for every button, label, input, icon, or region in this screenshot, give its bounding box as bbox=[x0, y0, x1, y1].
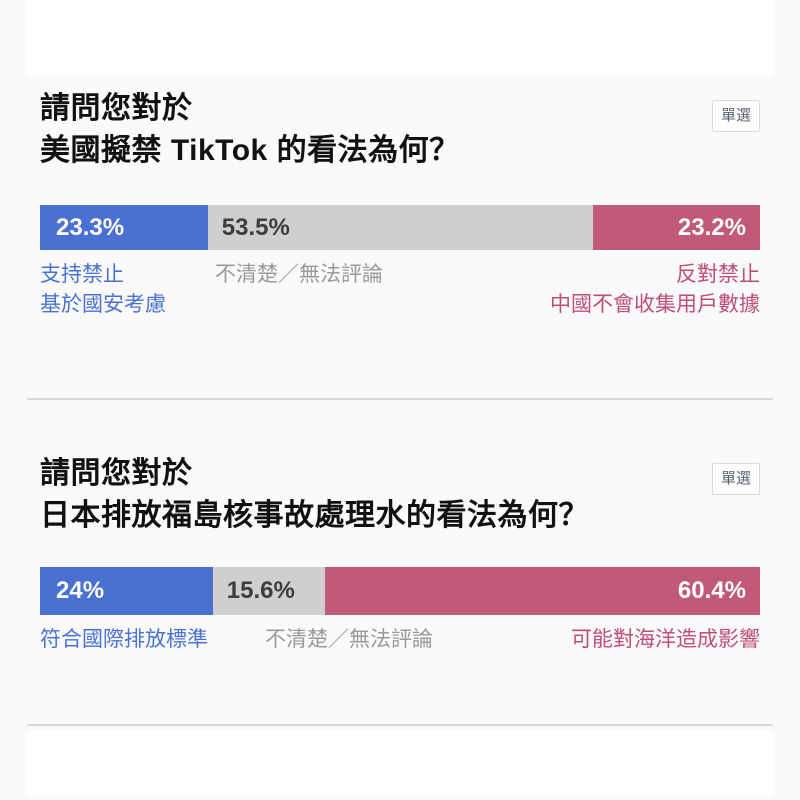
question-line-1: 請問您對於 bbox=[40, 457, 193, 490]
question-line-1: 請問您對於 bbox=[40, 92, 193, 125]
bar-segment-unsure: 15.6% bbox=[212, 567, 326, 615]
option-label-oppose: 反對禁止 中國不會收集用戶數據 bbox=[550, 260, 760, 320]
poll-section-fukushima-water: 單選 請問您對於 日本排放福島核事故處理水的看法為何？ 24% 15.6% 60… bbox=[40, 453, 760, 693]
poll-question: 請問您對於 日本排放福島核事故處理水的看法為何？ bbox=[40, 453, 760, 537]
bar-segment-meets-standards: 24% bbox=[40, 567, 213, 615]
bar-segment-oppose-ban: 23.2% bbox=[592, 205, 760, 250]
question-line-2: 日本排放福島核事故處理水的看法為何？ bbox=[40, 499, 589, 532]
segment-percent: 23.3% bbox=[56, 213, 125, 241]
option-label-line: 反對禁止 bbox=[676, 263, 760, 286]
segment-percent: 24% bbox=[56, 577, 105, 604]
option-label-unsure: 不清楚／無法評論 bbox=[265, 628, 433, 651]
section-divider bbox=[27, 398, 773, 400]
option-label-unsure: 不清楚／無法評論 bbox=[215, 263, 383, 286]
stacked-result-bar: 24% 15.6% 60.4% bbox=[40, 567, 760, 615]
segment-percent: 23.2% bbox=[677, 213, 746, 241]
segment-percent: 53.5% bbox=[221, 213, 290, 241]
bar-segment-support-ban: 23.3% bbox=[40, 205, 208, 250]
stacked-result-bar: 23.3% 53.5% 23.2% bbox=[40, 205, 760, 250]
option-label-meets-standards: 符合國際排放標準 bbox=[40, 625, 208, 655]
segment-percent: 60.4% bbox=[677, 577, 746, 604]
option-label-support: 支持禁止 基於國安考慮 bbox=[40, 260, 166, 320]
option-label-line: 中國不會收集用戶數據 bbox=[550, 293, 760, 316]
single-choice-badge: 單選 bbox=[711, 100, 760, 132]
question-line-2: 美國擬禁 TikTok 的看法為何？ bbox=[40, 134, 460, 167]
option-label-line: 可能對海洋造成影響 bbox=[571, 628, 760, 651]
section-divider bbox=[27, 724, 773, 726]
previous-content-card bbox=[27, 0, 773, 75]
poll-section-tiktok-ban: 單選 請問您對於 美國擬禁 TikTok 的看法為何？ 23.3% 53.5% … bbox=[40, 88, 760, 368]
next-content-card bbox=[27, 730, 773, 795]
option-label-ocean-impact: 可能對海洋造成影響 bbox=[571, 625, 760, 655]
bar-segment-unsure: 53.5% bbox=[207, 205, 593, 250]
single-choice-badge: 單選 bbox=[711, 463, 760, 495]
option-label-line: 符合國際排放標準 bbox=[40, 628, 208, 651]
option-label-line: 支持禁止 bbox=[40, 263, 124, 286]
bar-segment-ocean-impact: 60.4% bbox=[325, 567, 760, 615]
poll-question: 請問您對於 美國擬禁 TikTok 的看法為何？ bbox=[40, 88, 760, 172]
segment-percent: 15.6% bbox=[226, 577, 295, 604]
option-label-line: 基於國安考慮 bbox=[40, 293, 166, 316]
